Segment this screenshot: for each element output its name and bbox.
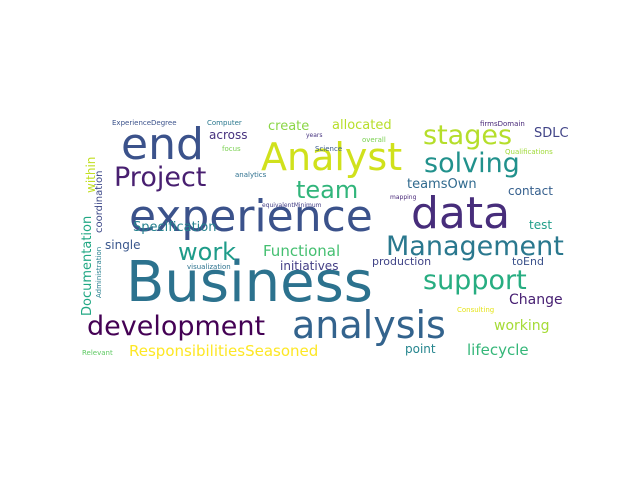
word: overall — [362, 136, 386, 144]
word: Change — [509, 292, 563, 308]
word: equivalentMinimum — [262, 202, 322, 209]
word: Administration — [95, 246, 103, 298]
word: visualization — [187, 263, 231, 271]
word: Documentation — [80, 215, 95, 316]
word: Analyst — [261, 135, 403, 179]
word: mapping — [390, 194, 417, 201]
word: Qualifications — [505, 148, 553, 156]
word: Business — [126, 250, 373, 315]
word: firmsDomain — [480, 120, 525, 128]
word: create — [268, 119, 310, 134]
word: teamsOwn — [407, 177, 477, 192]
word: Specification — [133, 220, 217, 235]
word: test — [529, 218, 553, 232]
word: allocated — [332, 118, 392, 133]
word: SDLC — [534, 126, 569, 141]
word: Science — [315, 145, 343, 153]
word: focus — [222, 145, 241, 153]
word: initiatives — [280, 259, 339, 273]
word: data — [411, 188, 511, 239]
word: production — [372, 255, 432, 268]
word: work — [178, 238, 237, 266]
word: solving — [424, 148, 520, 179]
word: ResponsibilitiesSeasoned — [129, 342, 319, 360]
word: Relevant — [82, 349, 113, 357]
word: Project — [114, 162, 207, 193]
word: across — [209, 128, 248, 142]
word: experience — [129, 191, 373, 242]
word: Management — [386, 231, 564, 262]
word: analytics — [235, 171, 267, 179]
word: Consulting — [457, 306, 495, 314]
word: Computer — [207, 119, 242, 127]
word: support — [423, 265, 527, 296]
word: analysis — [292, 303, 446, 347]
word: point — [405, 342, 436, 356]
word: ExperienceDegree — [112, 119, 177, 127]
word: working — [494, 318, 550, 334]
word: years — [306, 132, 323, 139]
word: team — [296, 176, 359, 204]
word: lifecycle — [467, 341, 529, 359]
word: coordination — [94, 170, 105, 233]
word: end — [121, 119, 204, 170]
word: Functional — [263, 242, 341, 260]
word: development — [87, 311, 266, 342]
word: stages — [423, 120, 513, 151]
word: contact — [508, 184, 553, 198]
word: toEnd — [512, 255, 544, 268]
word: single — [105, 238, 141, 252]
